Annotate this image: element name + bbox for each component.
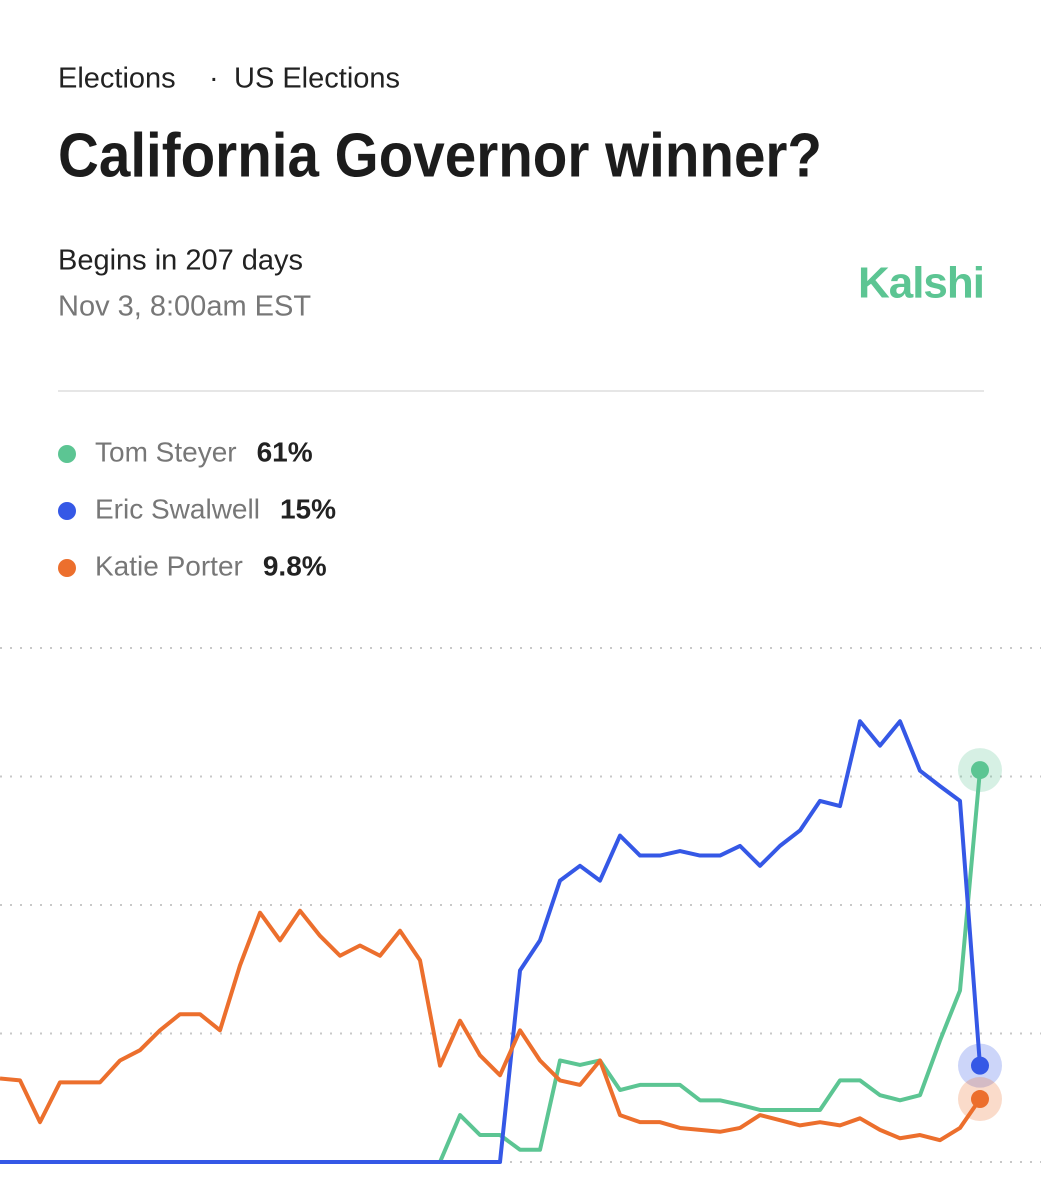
series-line <box>0 719 982 1164</box>
series-line <box>0 769 982 1164</box>
legend-name: Tom Steyer <box>95 436 237 467</box>
legend-value: 15% <box>280 493 336 524</box>
legend-dot <box>58 445 76 463</box>
end-dot <box>971 1056 989 1075</box>
breadcrumb[interactable]: US Elections <box>234 63 400 95</box>
brand-logo[interactable]: Kalshi <box>858 259 985 308</box>
end-dot <box>971 1090 989 1109</box>
begins: Begins in 207 days <box>58 245 303 277</box>
title: California Governor winner? <box>58 121 822 190</box>
separator: · <box>209 63 219 95</box>
breadcrumb[interactable]: Elections <box>58 63 176 95</box>
series-line <box>0 908 982 1143</box>
date: Nov 3, 8:00am EST <box>58 291 311 323</box>
legend-value: 61% <box>257 436 313 467</box>
legend-dot <box>58 502 76 520</box>
legend-value: 9.8% <box>263 550 327 581</box>
legend-name: Eric Swalwell <box>95 493 260 524</box>
end-dot <box>971 761 989 780</box>
legend-dot <box>58 559 76 577</box>
legend-name: Katie Porter <box>95 550 243 581</box>
